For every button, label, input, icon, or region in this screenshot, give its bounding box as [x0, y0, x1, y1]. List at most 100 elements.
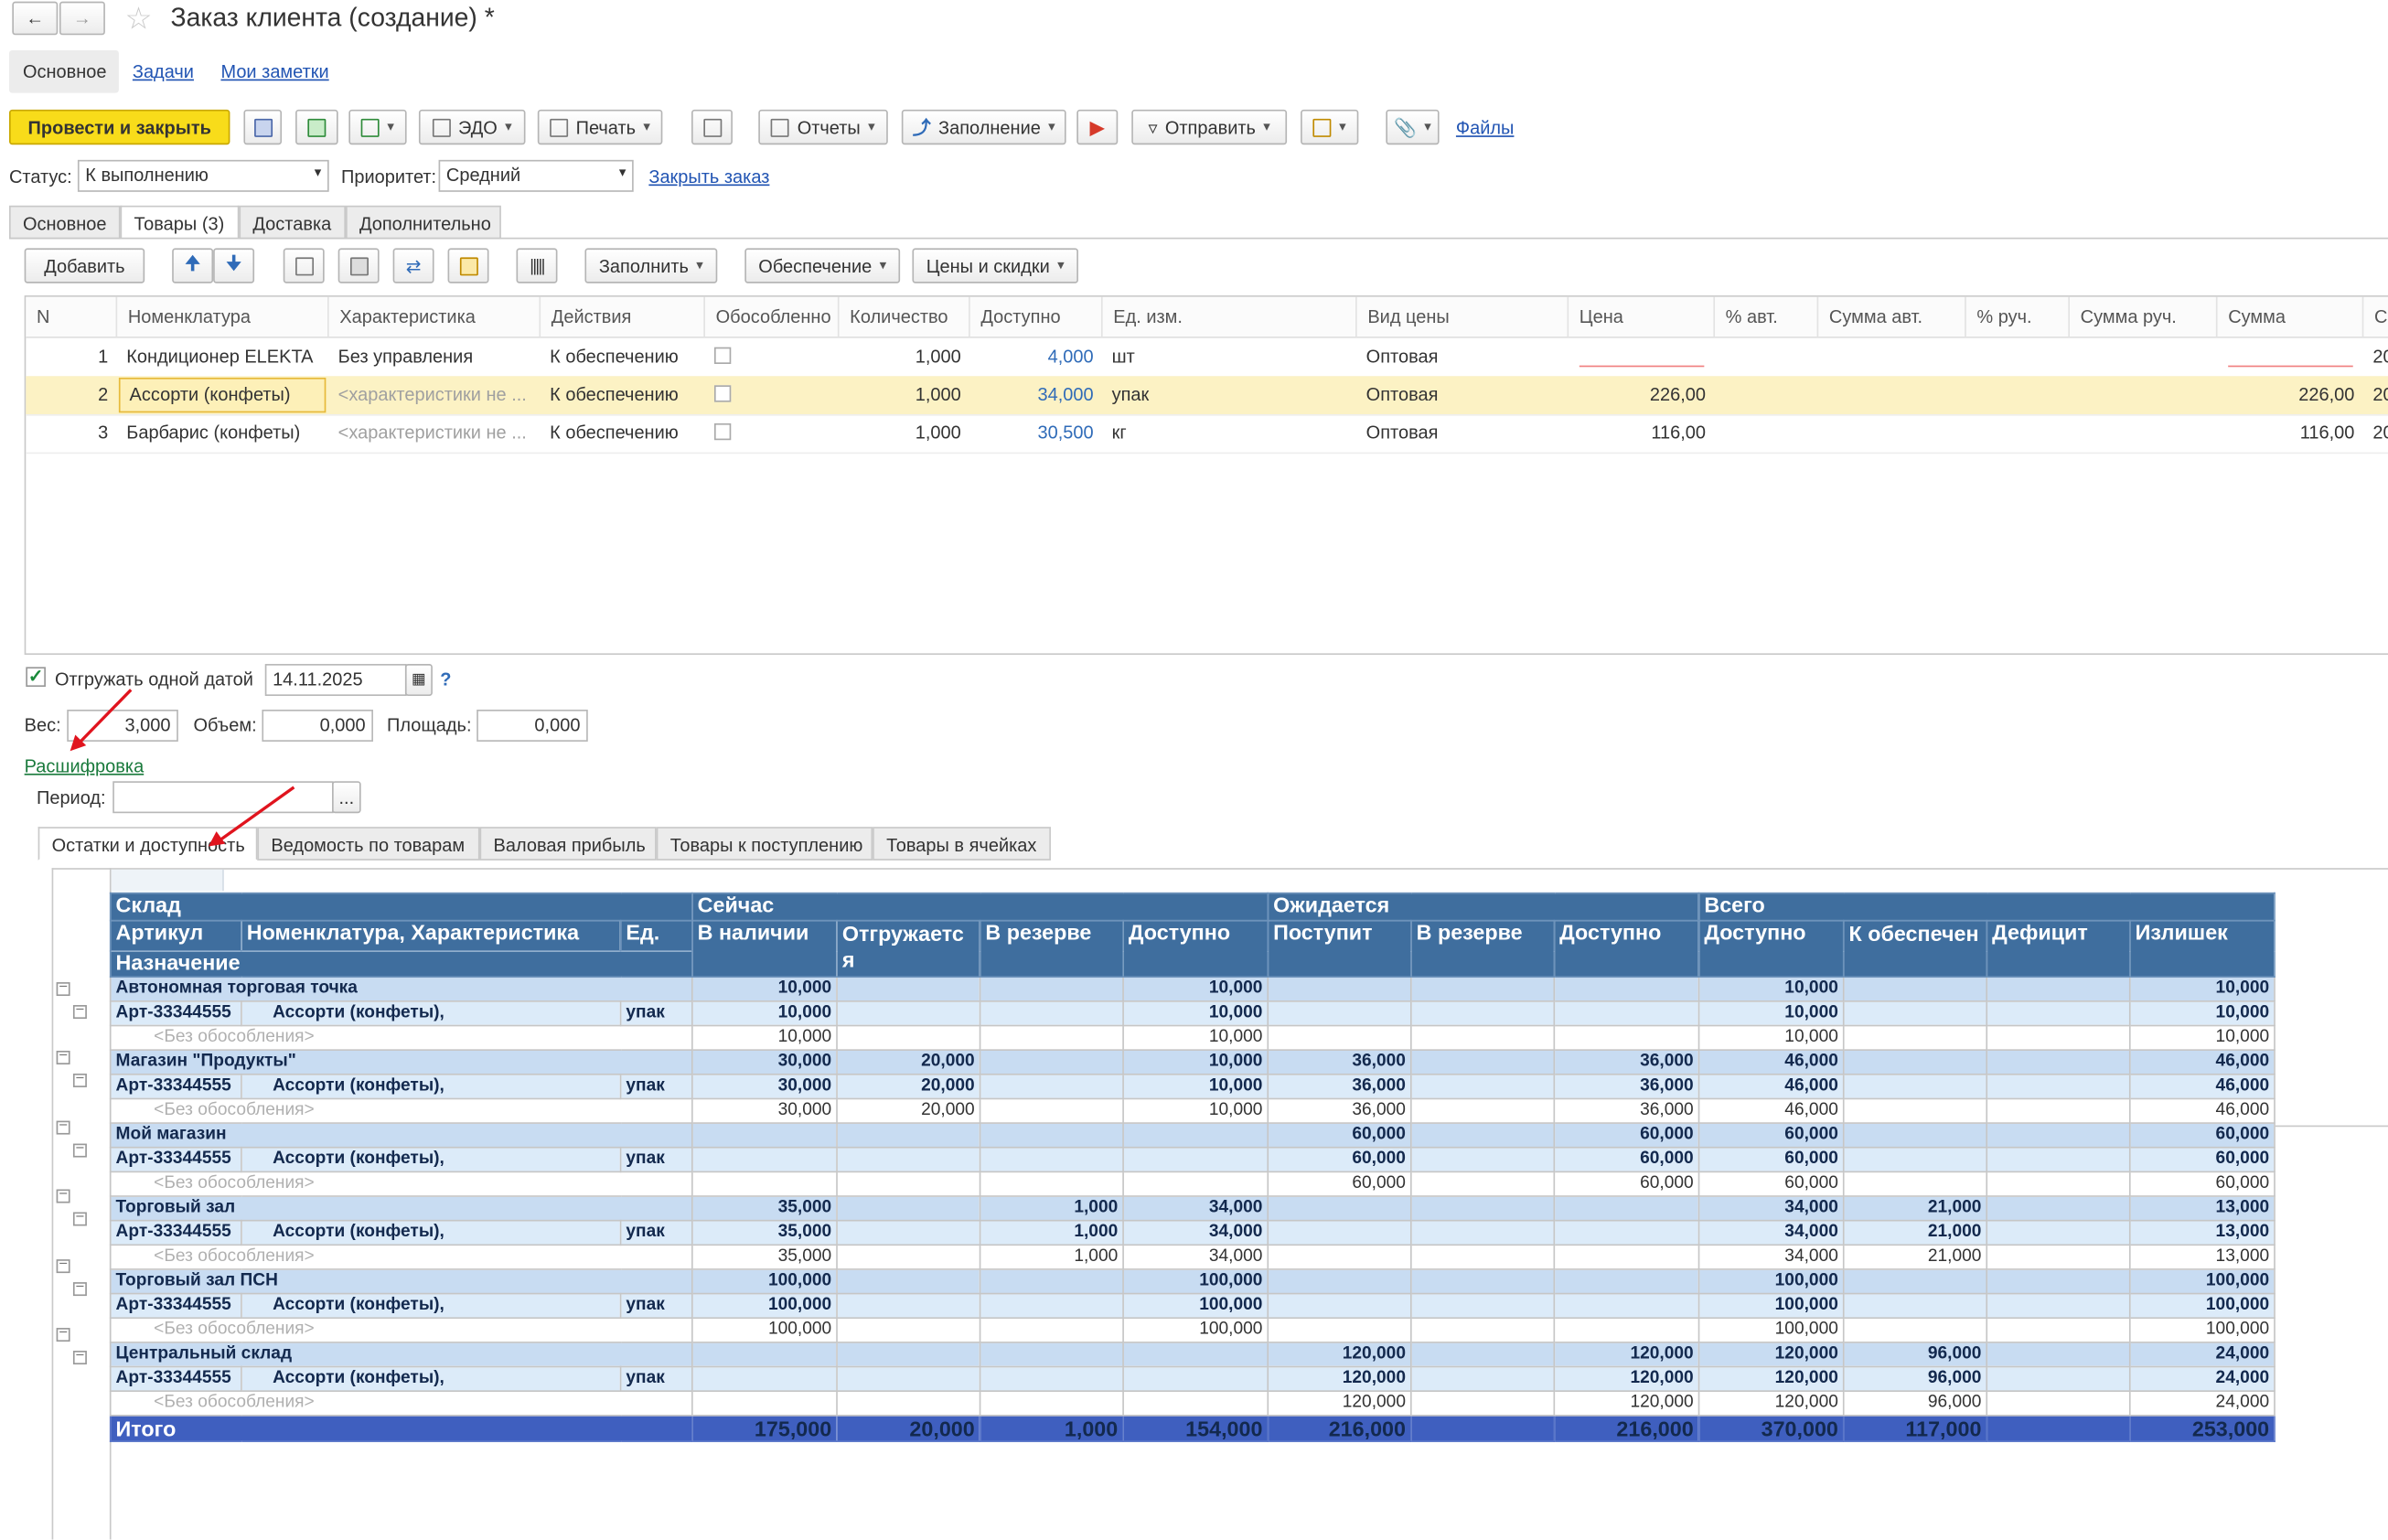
purpose-row[interactable]: <Без обособления> 100,000 100,000 100,000 10… — [109, 1317, 2276, 1343]
collapse-icon[interactable]: − — [56, 1187, 70, 1203]
warehouse-row[interactable]: Автономная торговая точка 10,000 10,000 10,… — [109, 976, 2276, 1002]
item-row[interactable]: Арт-33344555 Ассорти (конфеты), упак 30,000… — [109, 1073, 2276, 1100]
copy-icon[interactable] — [283, 248, 325, 283]
col-available[interactable]: Доступно — [970, 296, 1103, 337]
item-row[interactable]: Арт-33344555 Ассорти (конфеты), упак 120,00… — [109, 1365, 2276, 1392]
collapse-icon[interactable]: − — [72, 1211, 87, 1227]
row-unit[interactable]: упак — [1111, 383, 1150, 405]
purpose-row[interactable]: <Без обособления> 120,000 120,000 120,000 96… — [109, 1390, 2276, 1417]
row-separately-checkbox[interactable] — [705, 414, 840, 453]
row-characteristic[interactable]: <характеристики не ... — [337, 383, 527, 405]
reports-button[interactable]: Отчеты — [758, 109, 888, 145]
collapse-icon[interactable]: − — [72, 1279, 87, 1296]
row-sum[interactable]: 226,00 — [2298, 383, 2355, 405]
row-separately-checkbox[interactable] — [705, 338, 840, 377]
help-icon[interactable]: ? — [440, 668, 452, 690]
row-quantity[interactable]: 1,000 — [915, 422, 961, 444]
item-row[interactable]: Арт-33344555 Ассорти (конфеты), упак 35,000… — [109, 1219, 2276, 1246]
status-select[interactable]: К выполнению ▾ — [77, 159, 329, 192]
split-icon[interactable]: ⇄ — [392, 248, 434, 283]
warehouse-row[interactable]: Торговый зал ПСН 100,000 100,000 100,000 100… — [109, 1268, 2276, 1295]
col-nomenclature[interactable]: Номенклатура — [117, 296, 329, 337]
warehouse-row[interactable]: Торговый зал 35,000 1,000 34,000 34,000 21,00… — [109, 1195, 2276, 1222]
report-tab-cells[interactable]: Товары в ячейках — [873, 827, 1051, 861]
fill-button[interactable]: ⤴ Заполнение — [901, 109, 1066, 145]
attach-button[interactable]: 📎 — [1386, 109, 1440, 145]
row-separately-checkbox[interactable] — [705, 376, 840, 414]
collapse-icon[interactable]: − — [56, 979, 70, 996]
top-tab-notes[interactable]: Мои заметки — [220, 60, 329, 82]
row-characteristic[interactable]: Без управления — [337, 346, 474, 368]
post-icon[interactable] — [295, 109, 338, 145]
row-action[interactable]: К обеспечению — [550, 346, 679, 368]
row-unit[interactable]: кг — [1111, 422, 1127, 444]
collapse-icon[interactable]: − — [72, 1002, 87, 1019]
print-button[interactable]: Печать — [537, 109, 663, 145]
row-price-type[interactable]: Оптовая — [1365, 346, 1439, 368]
row-action[interactable]: К обеспечению — [550, 422, 679, 444]
item-row[interactable]: Арт-33344555 Ассорти (конфеты), упак 100,00… — [109, 1292, 2276, 1320]
row-nomenclature[interactable]: Ассорти (конфеты) — [118, 377, 327, 413]
collapse-icon[interactable]: − — [72, 1141, 87, 1158]
paste-icon[interactable] — [337, 248, 380, 283]
structure-icon[interactable] — [691, 109, 733, 145]
move-up-button[interactable]: 🠉 — [172, 248, 214, 283]
report-tab-incoming[interactable]: Товары к поступлению — [656, 827, 873, 861]
item-row[interactable]: Арт-33344555 Ассорти (конфеты), упак 10,000… — [109, 1000, 2276, 1027]
period-select-button[interactable]: ... — [332, 781, 361, 814]
move-down-button[interactable]: 🠋 — [213, 248, 255, 283]
table-row-selected[interactable]: 2 Ассорти (конфеты) <характеристики не .… — [26, 376, 2388, 416]
volume-field[interactable]: 0,000 — [262, 709, 373, 742]
top-tab-tasks[interactable]: Задачи — [132, 60, 194, 82]
favorite-star-icon[interactable]: ☆ — [124, 3, 153, 37]
col-separately[interactable]: Обособленно — [705, 296, 840, 337]
save-icon[interactable] — [243, 109, 283, 145]
decode-link[interactable]: Расшифровка — [24, 754, 145, 777]
row-quantity[interactable]: 1,000 — [915, 346, 961, 368]
row-price-type[interactable]: Оптовая — [1365, 383, 1439, 405]
forward-button[interactable]: → — [59, 1, 105, 36]
report-tab-goods-statement[interactable]: Ведомость по товарам — [257, 827, 480, 861]
col-actions[interactable]: Действия — [541, 296, 705, 337]
report-tab-gross-profit[interactable]: Валовая прибыль — [479, 827, 657, 861]
more-actions-button[interactable] — [1301, 109, 1359, 145]
table-row[interactable]: 3 Барбарис (конфеты) <характеристики не … — [26, 414, 2388, 455]
files-link[interactable]: Файлы — [1455, 117, 1515, 139]
report-tab-stock[interactable]: Остатки и доступность — [37, 827, 258, 861]
col-n[interactable]: N — [26, 296, 118, 337]
prices-discounts-button[interactable]: Цены и скидки — [912, 248, 1078, 283]
top-tab-main[interactable] — [8, 49, 119, 93]
purpose-row[interactable]: <Без обособления> 35,000 1,000 34,000 34,000… — [109, 1244, 2276, 1270]
item-row[interactable]: Арт-33344555 Ассорти (конфеты), упак 60,000… — [109, 1146, 2276, 1173]
row-unit[interactable]: шт — [1111, 346, 1135, 368]
warehouse-row[interactable]: Мой магазин 60,000 60,000 60,000 60,000 — [109, 1122, 2276, 1149]
row-sum[interactable]: 116,00 — [2299, 422, 2355, 444]
run-icon[interactable]: ▶ — [1076, 109, 1119, 145]
warehouse-row[interactable]: Центральный склад 120,000 120,000 120,000 96… — [109, 1342, 2276, 1368]
close-order-link[interactable]: Закрыть заказ — [648, 166, 770, 187]
barcode-icon[interactable]: ||||| — [516, 248, 558, 283]
col-characteristic[interactable]: Характеристика — [329, 296, 541, 337]
area-field[interactable]: 0,000 — [477, 709, 588, 742]
col-pct-auto[interactable]: % авт. — [1715, 296, 1819, 337]
tab-delivery[interactable]: Доставка — [239, 205, 347, 240]
tab-main[interactable]: Основное — [8, 205, 121, 240]
collapse-icon[interactable]: − — [72, 1349, 87, 1365]
tab-additional[interactable]: Дополнительно — [346, 205, 501, 240]
collapse-icon[interactable]: − — [56, 1118, 70, 1134]
add-button[interactable]: Добавить — [24, 248, 145, 283]
purpose-row[interactable]: <Без обособления> 30,000 20,000 10,000 36,00… — [109, 1097, 2276, 1124]
col-sum[interactable]: Сумма — [2218, 296, 2364, 337]
row-nomenclature[interactable]: Кондиционер ELEKTA — [126, 346, 314, 368]
create-based-on-button[interactable] — [348, 109, 407, 145]
collapse-icon[interactable]: − — [56, 1257, 70, 1273]
ship-one-date-checkbox[interactable]: ✓ — [26, 667, 46, 688]
col-price-type[interactable]: Вид цены — [1357, 296, 1569, 337]
fill-goods-button[interactable]: Заполнить — [584, 248, 718, 283]
table-row[interactable]: 1 Кондиционер ELEKTA Без управления К об… — [26, 338, 2388, 378]
back-button[interactable]: ← — [12, 1, 59, 36]
clipboard-icon[interactable] — [447, 248, 489, 283]
row-price[interactable]: 116,00 — [1651, 422, 1707, 444]
row-quantity[interactable]: 1,000 — [915, 383, 961, 405]
ship-date-field[interactable]: 14.11.2025 — [264, 664, 407, 696]
